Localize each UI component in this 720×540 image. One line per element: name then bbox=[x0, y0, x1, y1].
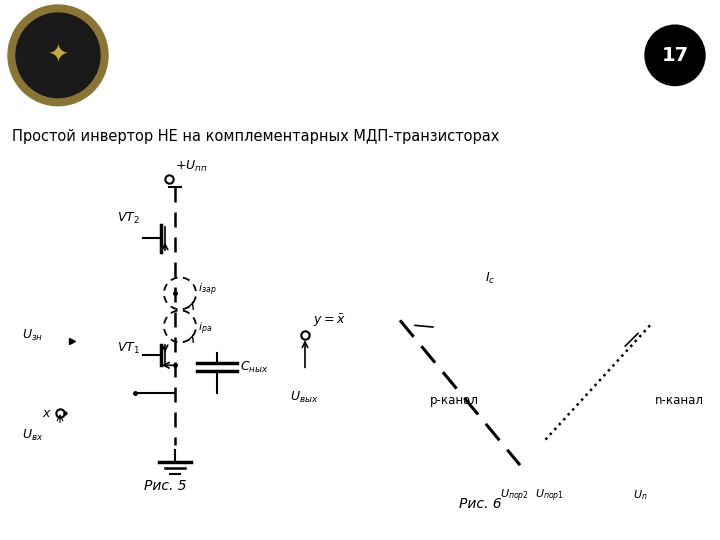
Text: транзисторах и комплементарных МДП-: транзисторах и комплементарных МДП- bbox=[182, 48, 558, 63]
Text: $i_{зар}$: $i_{зар}$ bbox=[198, 281, 217, 298]
Text: 3. Логические элементы на $n$-канальных МДП-: 3. Логические элементы на $n$-канальных … bbox=[153, 12, 588, 32]
Circle shape bbox=[8, 5, 108, 106]
Text: $VT_2$: $VT_2$ bbox=[117, 211, 140, 226]
Text: Рис. 5: Рис. 5 bbox=[144, 479, 186, 493]
Circle shape bbox=[645, 25, 705, 85]
Text: $U_{пор2}$: $U_{пор2}$ bbox=[500, 488, 529, 504]
Text: $U_{вых}$: $U_{вых}$ bbox=[290, 390, 318, 406]
Text: $C_{ных}$: $C_{ных}$ bbox=[240, 360, 269, 375]
Text: $U_{зн}$: $U_{зн}$ bbox=[22, 328, 43, 343]
Text: ✦: ✦ bbox=[48, 43, 68, 68]
Text: $U_{вх}$: $U_{вх}$ bbox=[22, 428, 43, 443]
Text: р-канал: р-канал bbox=[430, 394, 479, 407]
Text: Простой инвертор НЕ на комплементарных МДП-транзисторах: Простой инвертор НЕ на комплементарных М… bbox=[12, 129, 500, 144]
Text: $I_с$: $I_с$ bbox=[485, 271, 495, 286]
Text: $y = \bar{x}$: $y = \bar{x}$ bbox=[313, 313, 346, 329]
Text: $+U_{пп}$: $+U_{пп}$ bbox=[175, 159, 208, 173]
Text: транзисторах: транзисторах bbox=[307, 81, 433, 96]
Text: $U_{пор1}$: $U_{пор1}$ bbox=[536, 488, 564, 504]
Circle shape bbox=[16, 13, 100, 98]
Text: $i_{ра}$: $i_{ра}$ bbox=[198, 320, 212, 336]
Text: $U_n$: $U_n$ bbox=[633, 488, 647, 502]
Text: Рис. 6: Рис. 6 bbox=[459, 497, 501, 511]
Text: $x$: $x$ bbox=[42, 407, 52, 420]
Text: 17: 17 bbox=[662, 46, 688, 65]
Text: n-канал: n-канал bbox=[655, 394, 704, 407]
Text: $VT_1$: $VT_1$ bbox=[117, 341, 140, 356]
